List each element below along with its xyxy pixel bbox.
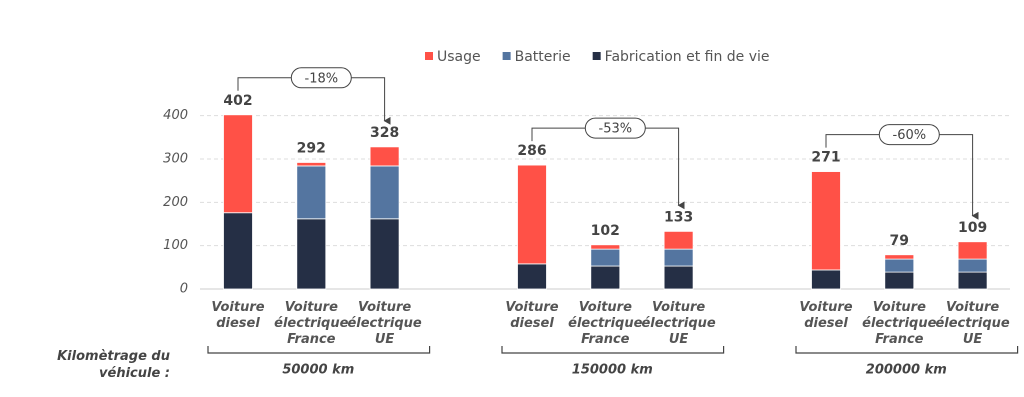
- annotation-box: [584, 117, 646, 139]
- x-tick-label: Voiture électrique France: [274, 300, 349, 347]
- annotation-box: [290, 67, 352, 89]
- total-label: 133: [664, 209, 693, 225]
- annotation-arrow: [531, 127, 685, 210]
- bar-segment: [957, 258, 988, 273]
- bar-segment: [884, 258, 915, 273]
- bar-segment: [884, 254, 915, 260]
- group-label: 150000 km: [572, 363, 653, 378]
- bar-segment: [369, 165, 400, 220]
- legend-label: Batterie: [515, 49, 571, 65]
- total-label: 271: [811, 150, 840, 166]
- y-tick-label: 100: [163, 238, 188, 253]
- group-label: 50000 km: [282, 363, 354, 378]
- x-tick-label: Voiture diesel: [505, 300, 559, 331]
- total-label: 109: [958, 220, 987, 236]
- y-tick-label: 200: [163, 195, 188, 210]
- annotation-label: -60%: [893, 128, 927, 143]
- annotation-label: -18%: [305, 71, 339, 86]
- y-tick-label: 300: [163, 152, 188, 167]
- total-label: 292: [297, 140, 326, 156]
- legend-swatch: [502, 52, 511, 60]
- x-tick-label: Voiture électrique UE: [641, 300, 716, 347]
- x-tick-label: Voiture électrique France: [862, 300, 937, 347]
- total-label: 102: [591, 223, 620, 239]
- bar-segment: [369, 146, 400, 167]
- bar-segment: [957, 241, 988, 260]
- bar-segment: [369, 218, 400, 290]
- bar-segment: [296, 218, 327, 290]
- bar-segment: [663, 248, 694, 267]
- total-label: 328: [370, 125, 399, 141]
- x-axis-label: Kilomètrage du véhicule :: [57, 349, 170, 381]
- annotation-box: [878, 124, 940, 146]
- bar-segment: [590, 244, 621, 250]
- bar-segment: [884, 271, 915, 290]
- bar-segment: [223, 212, 253, 290]
- x-tick-label: Voiture diesel: [799, 300, 853, 331]
- annotation-label: -53%: [599, 122, 633, 137]
- total-label: 402: [223, 93, 252, 109]
- bar-segment: [517, 164, 547, 265]
- bar-segment: [296, 162, 327, 167]
- bar-segment: [663, 265, 694, 290]
- bar-segment: [811, 171, 841, 271]
- annotation-arrow: [825, 134, 979, 220]
- group-bracket: [501, 346, 725, 354]
- group-bracket: [207, 346, 431, 354]
- x-tick-label: Voiture électrique France: [568, 300, 643, 347]
- legend-swatch: [592, 52, 601, 60]
- legend-label: Fabrication et fin de vie: [605, 49, 770, 65]
- legend-label: Usage: [437, 49, 481, 65]
- total-label: 79: [890, 233, 909, 249]
- bar-segment: [223, 114, 253, 214]
- legend-swatch: [425, 52, 433, 60]
- bar-segment: [590, 248, 621, 267]
- bar-segment: [517, 263, 547, 290]
- bar-segment: [590, 265, 621, 290]
- y-tick-label: 400: [163, 108, 188, 123]
- group-label: 200000 km: [866, 363, 947, 378]
- bar-segment: [811, 269, 841, 290]
- bar-segment: [663, 230, 694, 250]
- total-label: 286: [517, 143, 546, 159]
- y-tick-label: 0: [180, 282, 188, 297]
- x-tick-label: Voiture électrique UE: [347, 300, 422, 347]
- x-tick-label: Voiture électrique UE: [935, 300, 1010, 347]
- bar-segment: [296, 165, 327, 220]
- x-tick-label: Voiture diesel: [211, 300, 265, 331]
- group-bracket: [795, 346, 1019, 354]
- bar-segment: [957, 271, 988, 290]
